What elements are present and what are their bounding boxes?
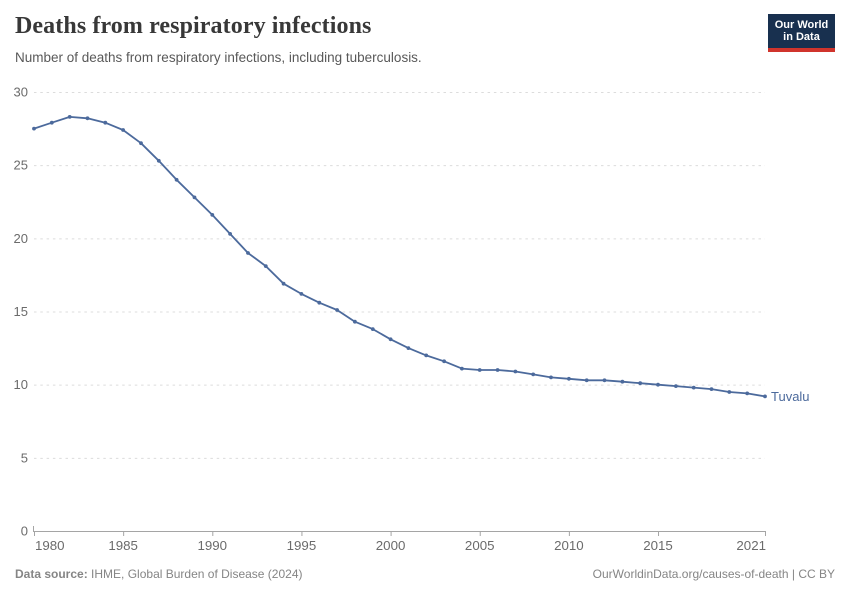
gridlines bbox=[34, 92, 765, 459]
data-point-2006[interactable] bbox=[495, 368, 500, 372]
data-point-1998[interactable] bbox=[353, 319, 357, 324]
data-point-2004[interactable] bbox=[460, 366, 464, 371]
data-point-1997[interactable] bbox=[335, 308, 339, 312]
x-axis: 1980 1985 1990 1995 2000 2005 2010 2015 2021 bbox=[33, 526, 766, 553]
data-point-1984[interactable] bbox=[103, 120, 108, 125]
data-source-label: Data source: bbox=[15, 567, 88, 581]
chart-subtitle: Number of deaths from respiratory infect… bbox=[15, 50, 422, 65]
y-tick-label-0: 0 bbox=[21, 524, 28, 539]
data-point-1995[interactable] bbox=[299, 292, 304, 296]
data-point-1999[interactable] bbox=[370, 327, 375, 331]
data-point-1992[interactable] bbox=[246, 251, 250, 255]
data-point-2010[interactable] bbox=[567, 376, 571, 381]
data-point-2008[interactable] bbox=[531, 372, 536, 377]
data-point-2003[interactable] bbox=[442, 359, 446, 364]
data-point-1985[interactable] bbox=[121, 128, 125, 132]
data-point-2012[interactable] bbox=[602, 378, 607, 383]
data-point-2021[interactable] bbox=[763, 394, 767, 399]
data-point-1994[interactable] bbox=[281, 281, 286, 286]
data-point-2020[interactable] bbox=[745, 391, 750, 396]
data-point-1989[interactable] bbox=[192, 195, 197, 200]
data-point-1982[interactable] bbox=[67, 115, 72, 119]
owid-logo-line2: in Data bbox=[783, 31, 820, 43]
owid-logo-line1: Our World bbox=[774, 18, 829, 31]
data-point-2018[interactable] bbox=[709, 387, 714, 391]
data-source-value[interactable]: IHME, Global Burden of Disease (2024) bbox=[91, 567, 303, 581]
y-axis-labels: 0 5 10 15 20 25 30 bbox=[14, 85, 28, 539]
data-point-2011[interactable] bbox=[584, 378, 589, 383]
data-point-1993[interactable] bbox=[263, 264, 268, 268]
data-point-2013[interactable] bbox=[620, 379, 625, 384]
x-tick-label-2000: 2000 bbox=[376, 538, 406, 553]
data-point-2007[interactable] bbox=[513, 369, 518, 374]
owid-logo-text: Our World in Data bbox=[768, 14, 835, 48]
x-tick-label-2021: 2021 bbox=[736, 538, 766, 553]
x-tick-label-2015: 2015 bbox=[643, 538, 673, 553]
data-point-2009[interactable] bbox=[549, 375, 553, 380]
owid-logo[interactable]: Our World in Data bbox=[768, 14, 835, 52]
owid-logo-stripe bbox=[768, 47, 835, 52]
data-point-2015[interactable] bbox=[656, 382, 660, 387]
data-point-1981[interactable] bbox=[49, 120, 54, 125]
data-point-2001[interactable] bbox=[406, 346, 411, 350]
y-tick-label-5: 5 bbox=[21, 450, 28, 465]
chart-footer: Data source: IHME, Global Burden of Dise… bbox=[15, 567, 835, 581]
data-source: Data source: IHME, Global Burden of Dise… bbox=[15, 567, 302, 581]
data-point-2014[interactable] bbox=[638, 381, 643, 386]
x-tick-label-1980: 1980 bbox=[35, 538, 65, 553]
data-point-1996[interactable] bbox=[317, 300, 322, 305]
data-point-1986[interactable] bbox=[139, 141, 143, 146]
data-point-1987[interactable] bbox=[156, 158, 161, 163]
chart-title: Deaths from respiratory infections bbox=[15, 13, 372, 39]
data-point-1991[interactable] bbox=[228, 232, 233, 236]
data-point-1988[interactable] bbox=[174, 177, 179, 182]
series-label[interactable]: Tuvalu bbox=[771, 389, 810, 404]
x-tick-label-2005: 2005 bbox=[465, 538, 495, 553]
data-point-1980[interactable] bbox=[32, 126, 36, 131]
x-tick-label-1985: 1985 bbox=[108, 538, 138, 553]
y-tick-label-20: 20 bbox=[14, 231, 28, 246]
series-markers-tuvalu[interactable] bbox=[32, 115, 767, 399]
data-point-1983[interactable] bbox=[85, 116, 90, 121]
data-point-2016[interactable] bbox=[674, 384, 678, 388]
data-point-2017[interactable] bbox=[691, 385, 696, 390]
x-tick-label-2010: 2010 bbox=[554, 538, 584, 553]
data-point-2019[interactable] bbox=[727, 390, 732, 394]
series-line-tuvalu[interactable] bbox=[33, 116, 766, 398]
y-tick-label-15: 15 bbox=[14, 304, 28, 319]
data-point-2000[interactable] bbox=[388, 337, 393, 342]
data-point-1990[interactable] bbox=[210, 213, 215, 217]
data-point-2005[interactable] bbox=[477, 368, 482, 372]
x-tick-label-1990: 1990 bbox=[197, 538, 227, 553]
y-tick-label-25: 25 bbox=[14, 158, 28, 173]
y-tick-label-30: 30 bbox=[14, 85, 28, 100]
data-point-2002[interactable] bbox=[424, 353, 429, 358]
y-tick-label-10: 10 bbox=[14, 377, 28, 392]
credit-link[interactable]: OurWorldinData.org/causes-of-death | CC … bbox=[592, 567, 835, 581]
x-tick-label-1995: 1995 bbox=[287, 538, 317, 553]
